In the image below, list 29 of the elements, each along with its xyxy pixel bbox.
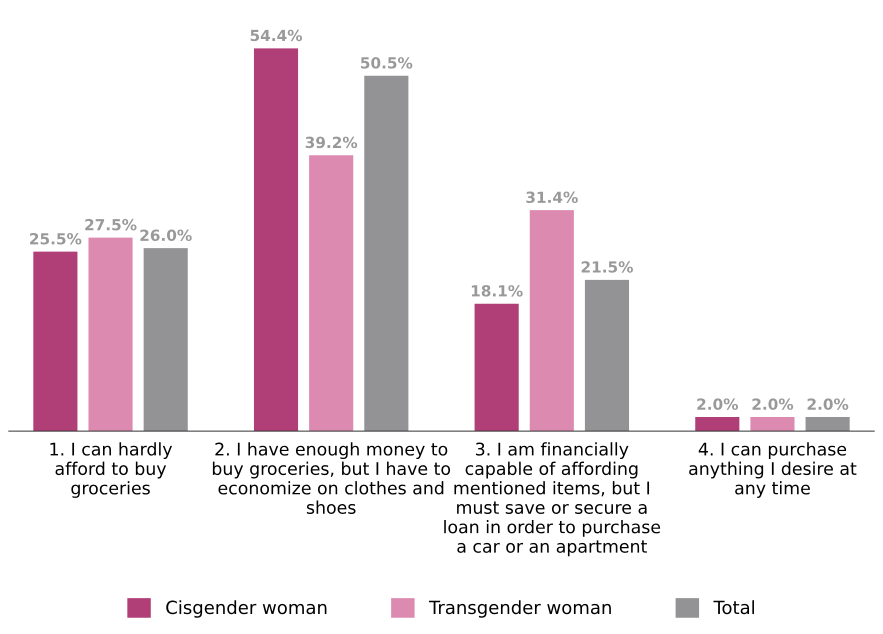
legend-label: Total	[713, 600, 754, 614]
bar	[474, 304, 519, 432]
data-label: 18.1%	[472, 285, 523, 297]
data-label: 2.0%	[752, 398, 794, 410]
data-label: 21.5%	[582, 261, 633, 273]
data-label: 25.5%	[30, 233, 82, 245]
data-label: 2.0%	[808, 398, 848, 410]
bar	[806, 417, 850, 432]
data-label: 39.2%	[306, 136, 358, 148]
bar	[584, 280, 630, 432]
legend-label: Transgender woman	[428, 600, 611, 618]
x-tick-label: 1. I can hardly afford to buy groceries	[50, 442, 172, 498]
data-label: 54.4%	[250, 30, 302, 42]
bar	[144, 248, 188, 432]
bar	[309, 155, 354, 432]
data-label: 26.0%	[140, 229, 192, 242]
legend-label: Cisgender woman	[166, 600, 326, 618]
bar	[33, 252, 78, 432]
data-label: 2.0%	[697, 398, 738, 410]
data-label: 27.5%	[85, 218, 137, 230]
bar	[750, 417, 795, 432]
bar	[254, 48, 298, 432]
bar	[364, 76, 408, 432]
data-label: 31.4%	[526, 191, 578, 204]
bar	[530, 210, 574, 432]
bar	[88, 238, 133, 432]
data-label: 50.5%	[361, 57, 412, 69]
x-tick-label: 4. I can purchase anything I desire at any time	[689, 442, 856, 498]
bar	[695, 417, 740, 432]
